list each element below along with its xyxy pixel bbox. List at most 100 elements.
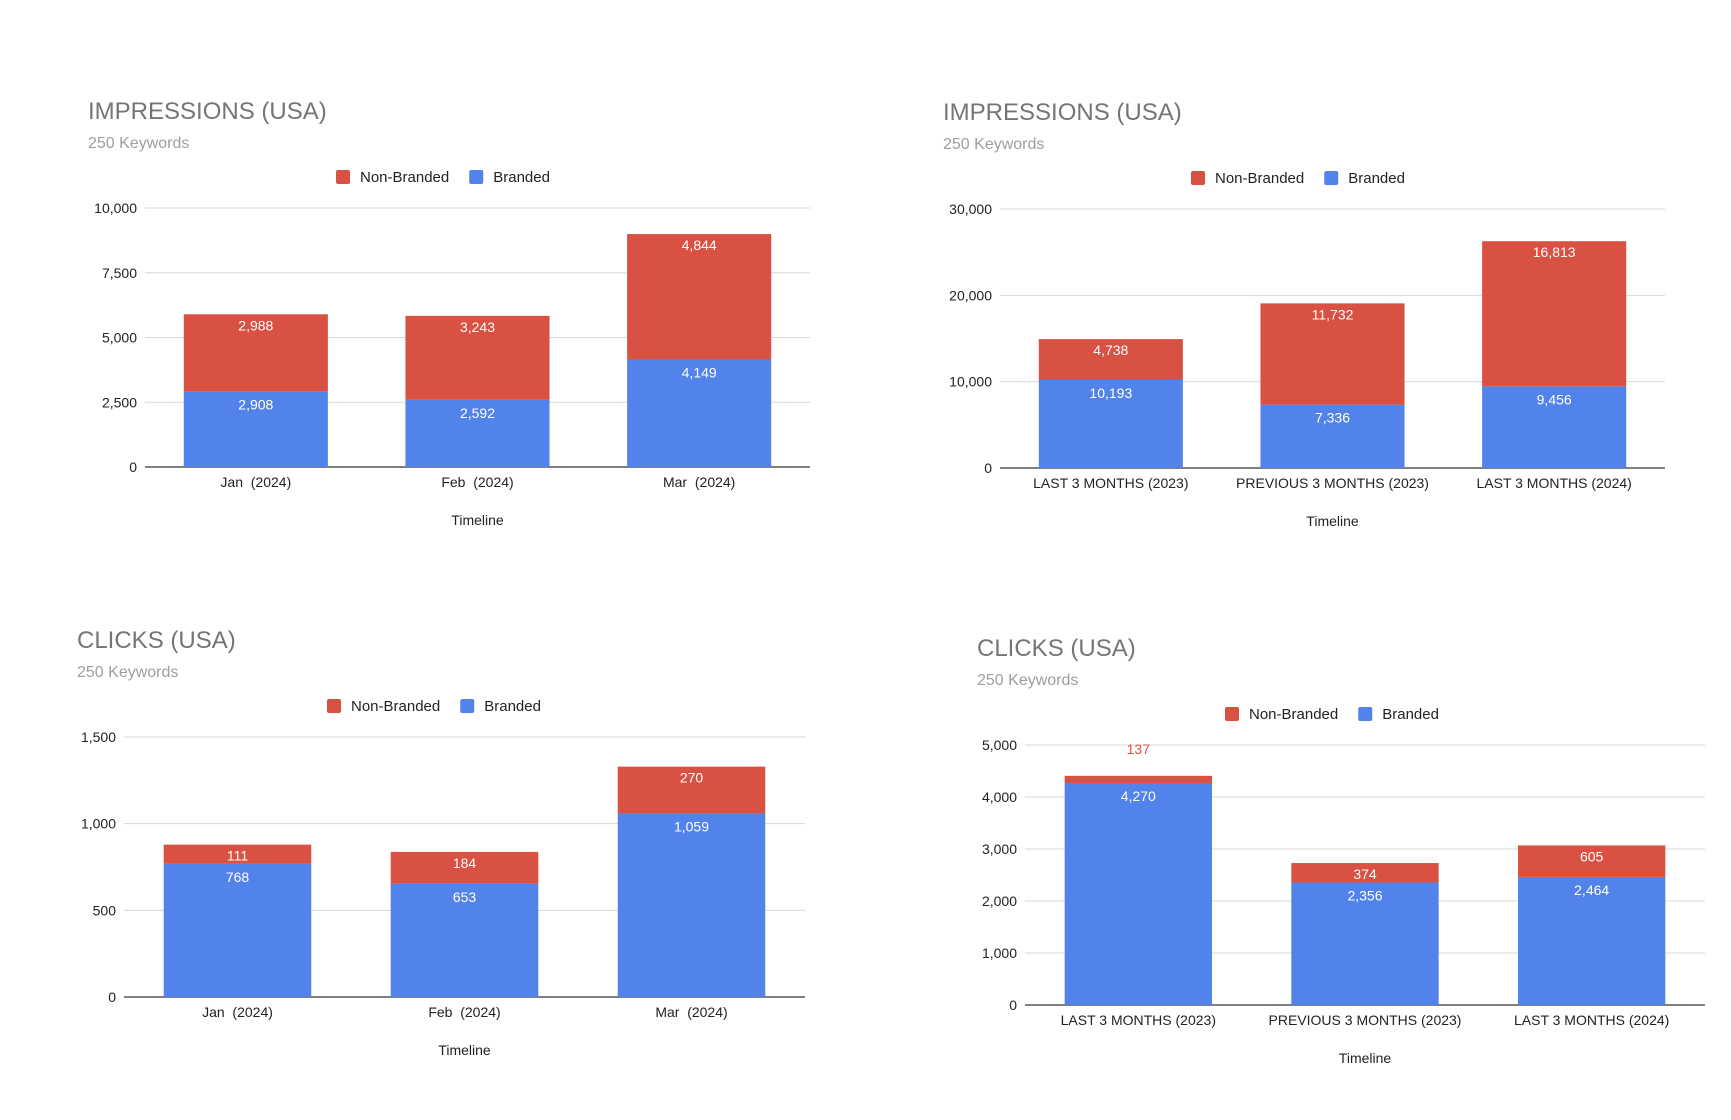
legend-label: Branded: [1382, 706, 1439, 723]
x-tick-label: Feb (2024): [441, 474, 513, 490]
x-tick-label: LAST 3 MONTHS (2024): [1514, 1012, 1669, 1028]
x-tick-label: LAST 3 MONTHS (2023): [1061, 1012, 1216, 1028]
data-label-branded: 1,059: [674, 818, 709, 834]
data-label-branded: 4,149: [682, 365, 717, 381]
bar-non-branded: [183, 314, 328, 392]
clicks-quarterly-chart: CLICKS (USA) 250 Keywords 0 1,000 2,000 3,0…: [865, 560, 1731, 1120]
y-tick-label: 5,000: [102, 330, 137, 346]
chart-title: CLICKS (USA): [977, 635, 1136, 662]
x-tick-label: Mar (2024): [655, 1004, 727, 1020]
bar-non-branded: [1482, 241, 1627, 387]
data-label-branded: 4,270: [1121, 788, 1156, 804]
legend-swatch: [336, 170, 350, 184]
legend-label: Branded: [493, 169, 550, 186]
legend-label: Branded: [1348, 170, 1405, 187]
x-tick-label: Mar (2024): [663, 474, 735, 490]
x-axis-title: Timeline: [451, 512, 504, 528]
y-tick-label: 1,000: [81, 816, 116, 832]
bar-non-branded: [405, 315, 550, 400]
bar-branded: [1064, 782, 1212, 1005]
x-tick-label: Feb (2024): [428, 1004, 500, 1020]
bar-branded: [183, 391, 328, 467]
bar-non-branded: [1260, 303, 1405, 405]
chart-title: IMPRESSIONS (USA): [943, 99, 1182, 126]
bar-branded: [1518, 876, 1666, 1005]
chart-subtitle: 250 Keywords: [88, 135, 190, 152]
data-label-non-branded: 137: [1127, 741, 1151, 757]
y-tick-label: 0: [1009, 997, 1017, 1013]
legend-swatch: [1191, 171, 1205, 185]
bar-branded: [1260, 404, 1405, 468]
chart-plot: 0 500 1,000 1,500 768 111 Jan (2024) 653 184 Feb …: [81, 698, 805, 1058]
y-tick-label: 10,000: [94, 200, 137, 216]
x-axis-title: Timeline: [438, 1042, 491, 1058]
data-label-branded: 2,592: [460, 405, 495, 421]
data-label-non-branded: 184: [453, 855, 477, 871]
data-label-branded: 7,336: [1315, 410, 1350, 426]
legend-swatch: [460, 699, 475, 713]
bar-branded: [627, 359, 772, 467]
data-label-branded: 2,356: [1347, 887, 1382, 903]
data-label-non-branded: 16,813: [1533, 244, 1576, 260]
data-label-branded: 768: [226, 869, 250, 885]
bar-branded: [1038, 380, 1183, 468]
y-tick-label: 20,000: [949, 287, 992, 303]
data-label-branded: 2,908: [238, 397, 273, 413]
chart-subtitle: 250 Keywords: [943, 136, 1045, 153]
data-label-non-branded: 11,732: [1312, 306, 1354, 322]
x-tick-label: PREVIOUS 3 MONTHS (2023): [1269, 1012, 1462, 1028]
data-label-branded: 653: [453, 889, 477, 905]
y-tick-label: 0: [984, 460, 992, 476]
clicks-monthly-chart: CLICKS (USA) 250 Keywords 0 500 1,000 1,500…: [0, 560, 865, 1120]
bar-non-branded: [390, 851, 539, 884]
legend-swatch: [327, 699, 341, 713]
bar-branded: [1482, 386, 1627, 468]
x-tick-label: LAST 3 MONTHS (2023): [1033, 475, 1188, 491]
chart-plot: 0 1,000 2,000 3,000 4,000 5,000 4,270 137 LAST 3…: [982, 706, 1705, 1066]
bar-non-branded: [1291, 863, 1439, 883]
legend-swatch: [1324, 171, 1339, 185]
bar-non-branded: [1038, 339, 1183, 381]
bar-non-branded: [617, 766, 766, 814]
chart-subtitle: 250 Keywords: [77, 664, 179, 681]
data-label-non-branded: 2,988: [238, 317, 273, 333]
y-tick-label: 0: [108, 989, 116, 1005]
x-axis-title: Timeline: [1306, 513, 1359, 529]
data-label-branded: 10,193: [1089, 385, 1132, 401]
y-tick-label: 500: [93, 902, 117, 918]
bar-non-branded: [1518, 845, 1666, 877]
y-tick-label: 4,000: [982, 789, 1017, 805]
y-tick-label: 1,000: [982, 945, 1017, 961]
data-label-non-branded: 374: [1353, 866, 1377, 882]
legend-swatch: [469, 170, 484, 184]
bar-non-branded: [1064, 775, 1212, 783]
x-axis-title: Timeline: [1339, 1050, 1392, 1066]
chart-plot: 0 2,500 5,000 7,500 10,000 2,908 2,988 Jan (202…: [94, 169, 810, 528]
legend-label: Non-Branded: [1215, 170, 1304, 187]
legend-label: Non-Branded: [360, 169, 449, 186]
data-label-non-branded: 4,844: [682, 237, 717, 253]
x-tick-label: PREVIOUS 3 MONTHS (2023): [1236, 475, 1429, 491]
bar-branded: [163, 863, 312, 997]
y-tick-label: 1,500: [81, 729, 116, 745]
y-tick-label: 3,000: [982, 841, 1017, 857]
impressions-quarterly-chart: IMPRESSIONS (USA) 250 Keywords 0 10,000 20…: [865, 0, 1731, 560]
legend-swatch: [1358, 707, 1373, 721]
y-tick-label: 0: [129, 459, 137, 475]
legend-label: Non-Branded: [1249, 706, 1338, 723]
data-label-non-branded: 3,243: [460, 319, 495, 335]
chart-title: IMPRESSIONS (USA): [88, 98, 327, 125]
x-tick-label: LAST 3 MONTHS (2024): [1476, 475, 1631, 491]
y-tick-label: 7,500: [102, 265, 137, 281]
chart-title: CLICKS (USA): [77, 627, 236, 654]
bar-branded: [617, 813, 766, 997]
bar-branded: [1291, 882, 1439, 1005]
y-tick-label: 30,000: [949, 201, 992, 217]
data-label-non-branded: 4,738: [1093, 342, 1128, 358]
x-tick-label: Jan (2024): [220, 474, 291, 490]
legend-label: Branded: [484, 698, 541, 715]
legend-label: Non-Branded: [351, 698, 440, 715]
y-tick-label: 2,500: [102, 394, 137, 410]
chart-plot: 0 10,000 20,000 30,000 10,193 4,738 LAST 3 MON…: [949, 170, 1665, 529]
y-tick-label: 2,000: [982, 893, 1017, 909]
